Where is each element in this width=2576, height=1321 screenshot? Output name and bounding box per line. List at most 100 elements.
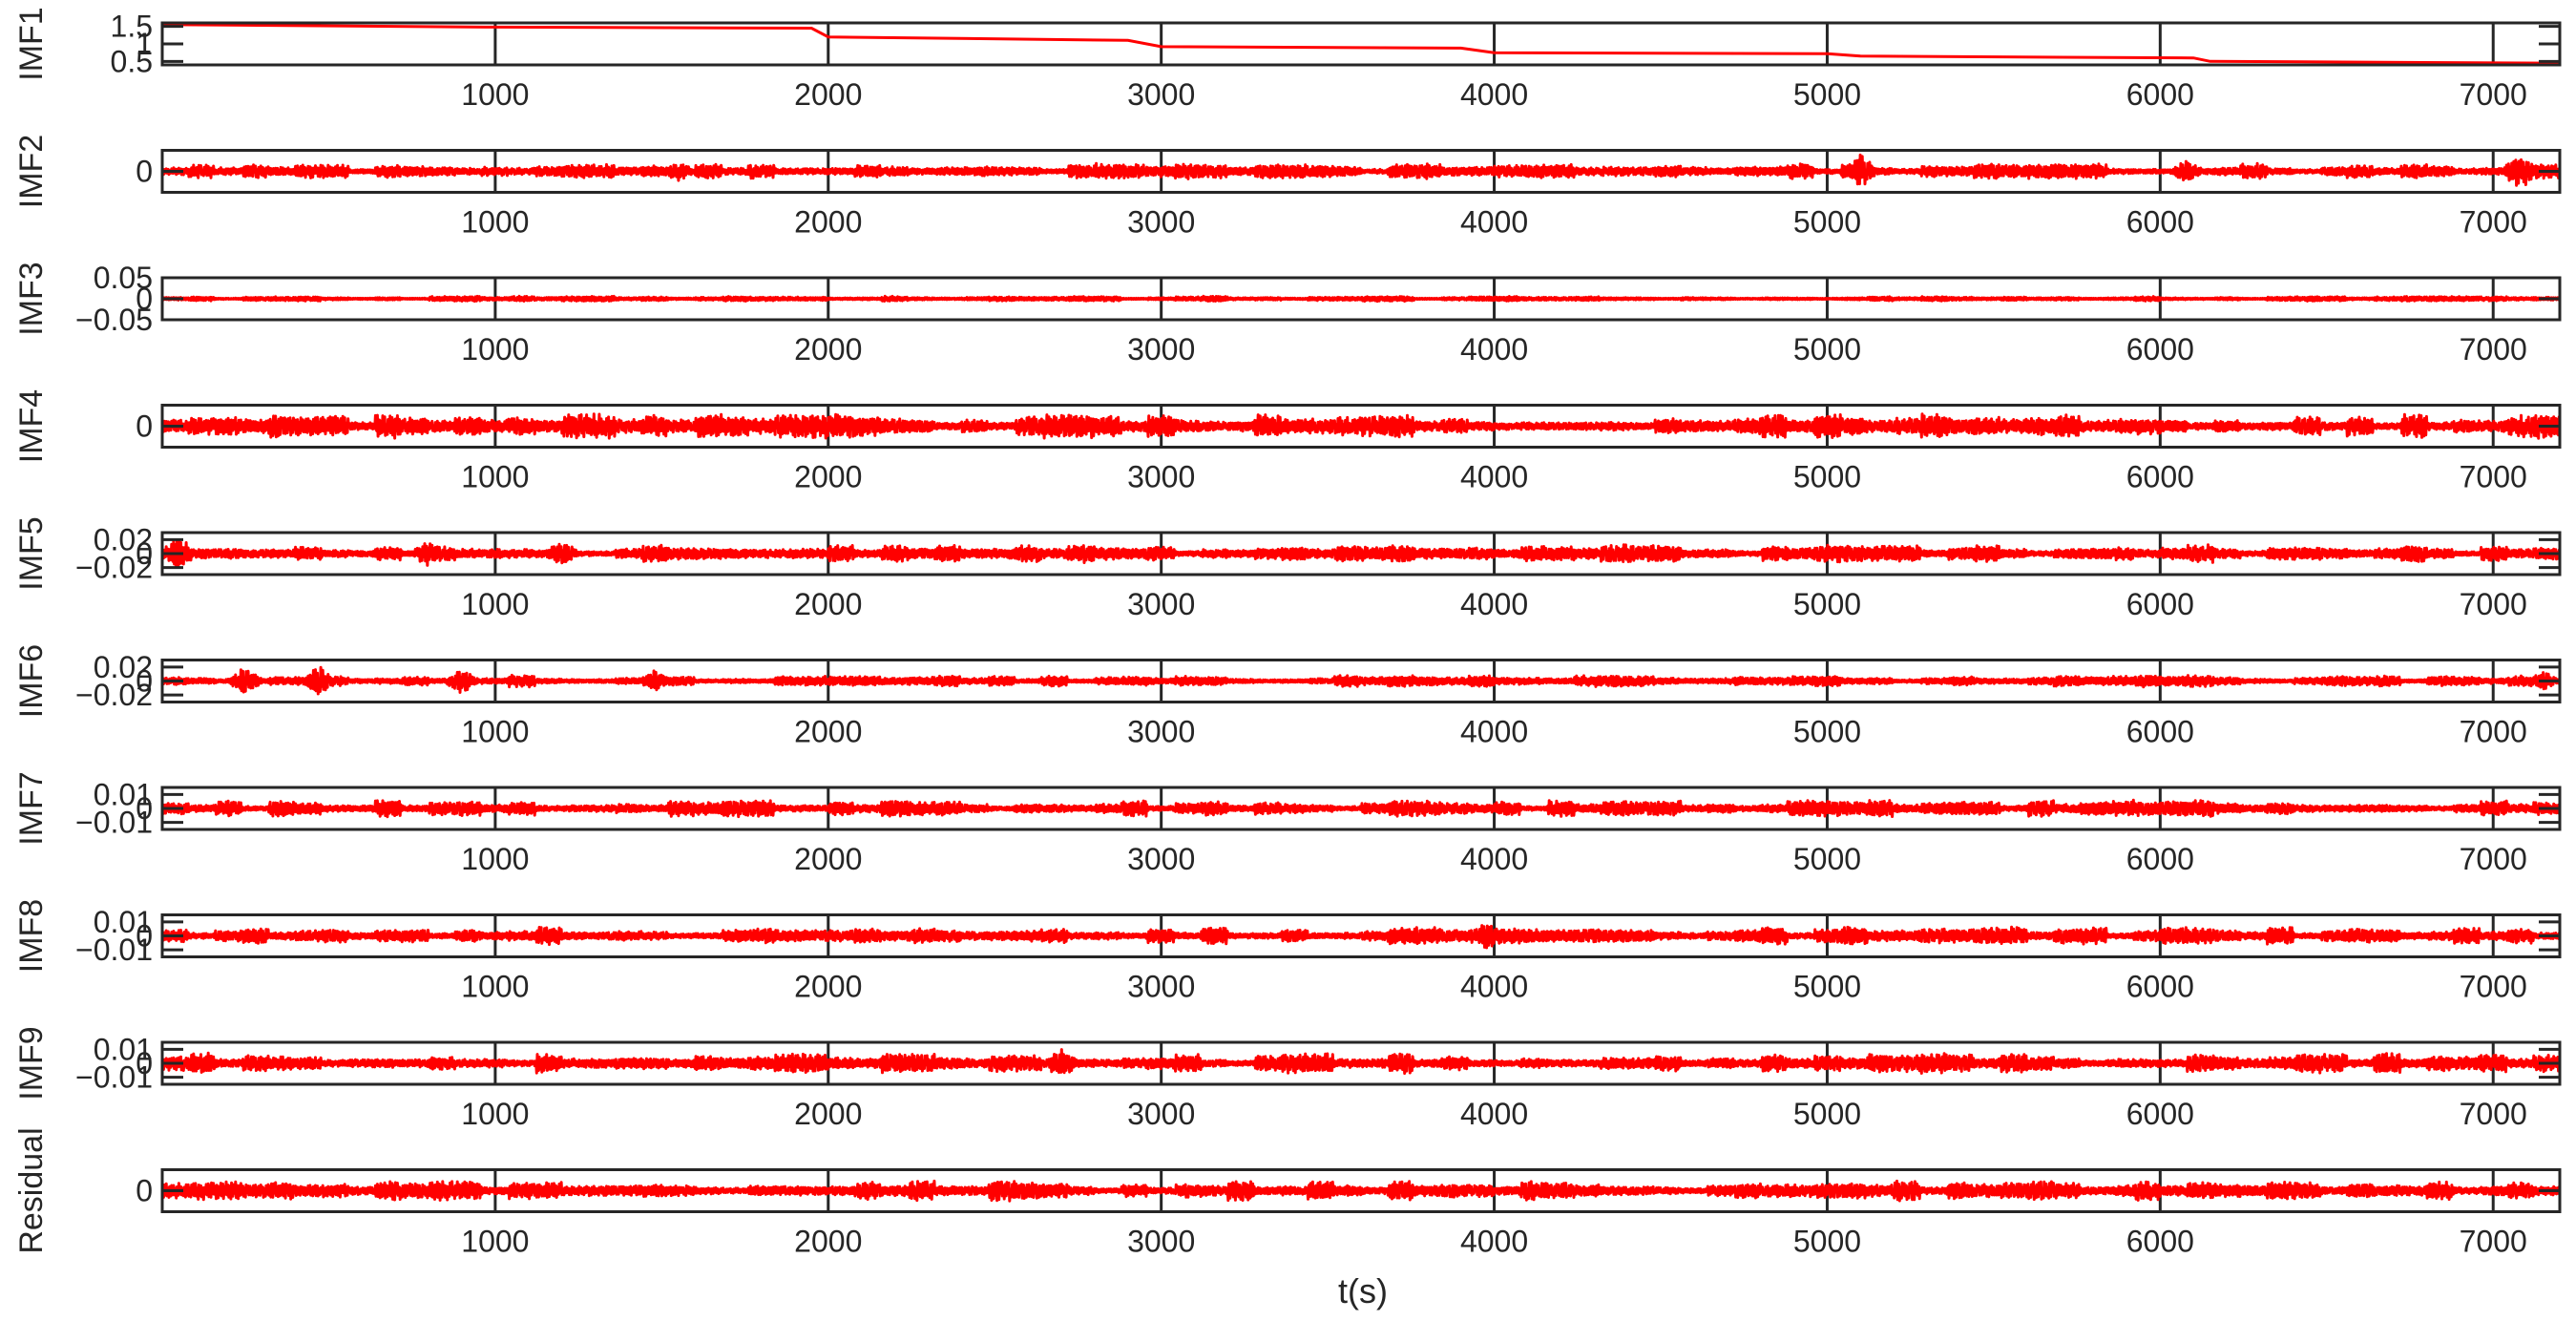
- x-tick-label: 2000: [794, 1225, 862, 1259]
- x-tick-label: 6000: [2126, 842, 2194, 876]
- x-tick-label: 1000: [461, 970, 529, 1004]
- y-tick-label: 0: [136, 919, 153, 954]
- subplot-imf7: 0.010−0.01 1000 2000 3000 4000 5000 6000 7000 IM…: [13, 771, 2562, 876]
- y-tick-label: −0.02: [75, 678, 153, 712]
- x-tick-label: 1000: [461, 587, 529, 621]
- x-tick-label: 6000: [2126, 332, 2194, 367]
- y-axis-label: IMF8: [13, 899, 50, 973]
- signal-line-imf2: [161, 153, 2562, 187]
- signal-line-residual: [160, 1179, 2562, 1203]
- x-tick-label: 3000: [1127, 970, 1195, 1004]
- y-tick-label: 0.01: [94, 1032, 153, 1066]
- subplot-imf3: 0.050−0.05 1000 2000 3000 4000 5000 6000 7000 IM…: [13, 261, 2562, 367]
- x-axis-label: t(s): [1338, 1271, 1388, 1311]
- x-tick-label: 1000: [461, 842, 529, 876]
- x-tick-label: 1000: [461, 77, 529, 112]
- x-tick-label: 3000: [1127, 460, 1195, 494]
- signal-line-imf6: [161, 665, 2562, 696]
- x-tick-label: 4000: [1460, 332, 1528, 367]
- y-axis-label: IMF2: [13, 135, 50, 208]
- subplot-imf6: 0.020−0.02 1000 2000 3000 4000 5000 6000 7000 IM…: [13, 644, 2562, 749]
- x-tick-label: 4000: [1460, 77, 1528, 112]
- x-tick-label: 2000: [794, 587, 862, 621]
- x-tick-label: 4000: [1460, 587, 1528, 621]
- x-tick-label: 2000: [794, 77, 862, 112]
- x-tick-label: 7000: [2460, 715, 2527, 749]
- y-axis-label: IMF9: [13, 1026, 50, 1100]
- y-axis-label: IMF5: [13, 516, 50, 590]
- subplot-imf2: 0 1000 2000 3000 4000 5000 6000 7000 IMF2: [13, 135, 2562, 240]
- x-tick-label: 1000: [461, 205, 529, 240]
- x-tick-label: 5000: [1793, 77, 1861, 112]
- y-tick-label: 0: [136, 409, 153, 444]
- y-axis-label: Residual: [13, 1127, 50, 1253]
- signal-line-imf7: [160, 798, 2562, 819]
- y-tick-label: 1: [136, 27, 153, 61]
- x-tick-label: 2000: [794, 842, 862, 876]
- x-tick-label: 3000: [1127, 77, 1195, 112]
- x-tick-label: 1000: [461, 460, 529, 494]
- subplot-imf1: 1.510.5 1000 2000 3000 4000 5000 6000 7000 IMF1: [13, 7, 2562, 112]
- y-tick-label: 0: [136, 282, 153, 316]
- x-tick-label: 2000: [794, 1097, 862, 1131]
- x-tick-label: 6000: [2126, 715, 2194, 749]
- signal-line-imf8: [161, 924, 2562, 950]
- y-tick-label: 0.02: [94, 522, 153, 556]
- x-tick-label: 7000: [2460, 970, 2527, 1004]
- x-tick-label: 4000: [1460, 715, 1528, 749]
- y-axis-label: IMF7: [13, 771, 50, 845]
- y-tick-label: −0.01: [75, 1060, 153, 1095]
- x-tick-label: 6000: [2126, 77, 2194, 112]
- y-tick-label: −0.05: [75, 303, 153, 337]
- y-tick-label: 0.01: [94, 905, 153, 939]
- signal-line-imf1: [161, 23, 2561, 65]
- signal-line-imf9: [160, 1048, 2562, 1075]
- x-tick-label: 6000: [2126, 1097, 2194, 1131]
- y-tick-label: −0.02: [75, 551, 153, 585]
- y-tick-label: −0.01: [75, 933, 153, 967]
- y-tick-label: 0.02: [94, 650, 153, 684]
- signal-line-imf5: [161, 538, 2562, 569]
- y-tick-label: −0.01: [75, 806, 153, 840]
- y-tick-label: 0: [136, 1174, 153, 1208]
- x-tick-label: 4000: [1460, 1225, 1528, 1259]
- y-axis-label: IMF1: [13, 7, 50, 80]
- x-tick-label: 6000: [2126, 460, 2194, 494]
- x-tick-label: 2000: [794, 715, 862, 749]
- x-tick-label: 7000: [2460, 77, 2527, 112]
- y-tick-label: 0: [136, 664, 153, 699]
- x-tick-label: 4000: [1460, 460, 1528, 494]
- y-tick-label: 0.5: [111, 44, 153, 78]
- x-tick-label: 3000: [1127, 842, 1195, 876]
- signal-line-imf4: [160, 412, 2562, 440]
- x-tick-label: 1000: [461, 715, 529, 749]
- x-tick-label: 4000: [1460, 970, 1528, 1004]
- x-tick-label: 3000: [1127, 1097, 1195, 1131]
- x-tick-label: 2000: [794, 205, 862, 240]
- x-tick-label: 7000: [2460, 205, 2527, 240]
- signal-line-imf3: [161, 294, 2562, 304]
- x-tick-label: 7000: [2460, 332, 2527, 367]
- x-tick-label: 5000: [1793, 332, 1861, 367]
- y-axis-label: IMF6: [13, 644, 50, 718]
- subplot-residual: 0 1000 2000 3000 4000 5000 6000 7000 Residual: [13, 1127, 2562, 1259]
- x-tick-label: 6000: [2126, 1225, 2194, 1259]
- y-tick-label: 0.01: [94, 777, 153, 811]
- x-tick-label: 7000: [2460, 842, 2527, 876]
- x-tick-label: 6000: [2126, 205, 2194, 240]
- x-tick-label: 4000: [1460, 205, 1528, 240]
- subplot-imf8: 0.010−0.01 1000 2000 3000 4000 5000 6000 7000 IM…: [13, 899, 2562, 1004]
- x-tick-label: 3000: [1127, 715, 1195, 749]
- x-tick-label: 1000: [461, 1097, 529, 1131]
- y-tick-label: 0: [136, 536, 153, 571]
- y-axis-label: IMF3: [13, 262, 50, 335]
- x-tick-label: 2000: [794, 970, 862, 1004]
- x-tick-label: 1000: [461, 332, 529, 367]
- x-tick-label: 6000: [2126, 970, 2194, 1004]
- y-tick-label: 0: [136, 1046, 153, 1080]
- x-tick-label: 5000: [1793, 1225, 1861, 1259]
- x-tick-label: 2000: [794, 332, 862, 367]
- subplot-stack: 1.510.5 1000 2000 3000 4000 5000 6000 7000 IMF1 0…: [13, 7, 2562, 1259]
- x-tick-label: 4000: [1460, 842, 1528, 876]
